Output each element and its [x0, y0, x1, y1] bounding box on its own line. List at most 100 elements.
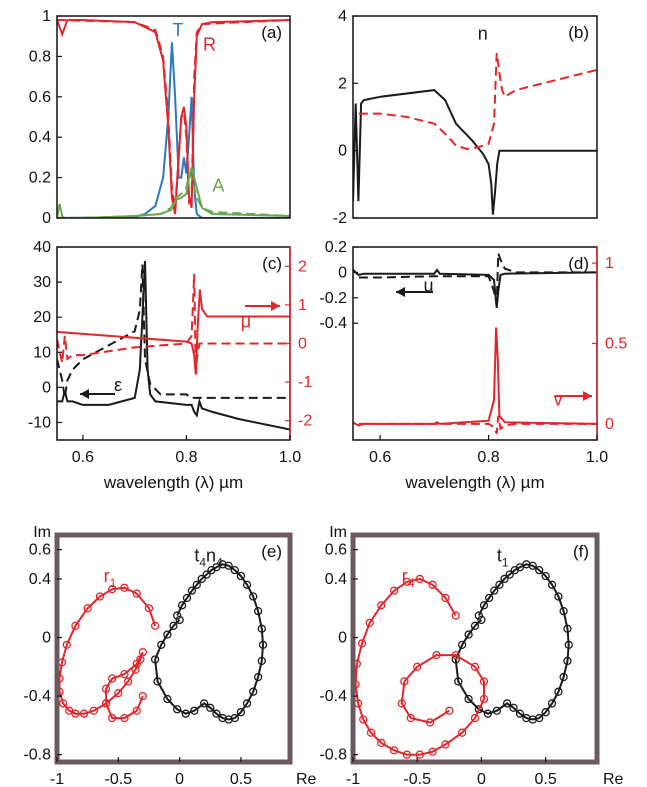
panel-label: (a) — [261, 23, 282, 42]
data-point-r1 — [120, 713, 129, 723]
panel-a: 0 0.2 0.4 0.6 0.8 1 (a) TR A — [29, 8, 291, 227]
data-point-t1 — [474, 705, 484, 714]
series-label: t1 — [497, 545, 509, 569]
data-point-t1 — [474, 611, 484, 620]
label-subscript: 1 — [110, 576, 117, 590]
y-tick-label: 0.6 — [29, 89, 51, 106]
y-tick-label: -0.4 — [319, 315, 347, 332]
data-point-t1 — [541, 708, 550, 717]
data-point-t1 — [559, 607, 568, 616]
data-point-t4n4 — [257, 656, 266, 666]
data-point-t4n4 — [206, 703, 215, 712]
series-label: n — [478, 24, 488, 44]
x-axis-name: Re — [296, 771, 317, 787]
data-point-t1 — [547, 580, 557, 589]
arrow-epsilon-head — [80, 389, 89, 399]
data-point-r4 — [451, 650, 460, 660]
data-point-t4n4 — [187, 586, 197, 595]
series-line-red-dash-3 — [57, 273, 290, 375]
data-point-r1 — [120, 669, 129, 679]
y-right-tick-label: -2 — [298, 413, 312, 430]
data-point-t4n4 — [197, 574, 206, 584]
data-point-t4n4 — [212, 709, 221, 718]
y-axis-name: Im — [33, 524, 51, 541]
y-tick-label: 0 — [42, 379, 51, 396]
data-point-t4n4 — [169, 621, 178, 630]
panel-label: (d) — [568, 254, 589, 273]
data-point-r1 — [101, 699, 111, 708]
data-point-r1 — [131, 665, 140, 674]
y-tick-label: 30 — [33, 274, 51, 291]
y-tick-label: -0.8 — [319, 747, 347, 764]
data-point-r4 — [441, 740, 450, 749]
data-point-r1 — [132, 589, 141, 598]
y-right-tick-label: -1 — [298, 374, 312, 391]
data-point-r1 — [144, 604, 154, 613]
y-right-tick-label: 0 — [298, 336, 307, 353]
panel-f: -0.8 -0.4 0 0.4 0.6 -1 -0.5 0 0.5 Re Im (f) t1 r4 — [319, 524, 623, 787]
data-point-r1 — [114, 689, 123, 698]
data-point-t1 — [563, 624, 572, 633]
data-point-r4 — [458, 728, 467, 737]
series-line-black-dash-1 — [57, 264, 290, 399]
data-point-t4n4 — [163, 694, 172, 704]
data-point-t4n4 — [153, 677, 162, 686]
data-point-t1 — [464, 630, 473, 639]
y-tick-label: 4 — [338, 8, 347, 25]
data-point-r4 — [445, 706, 454, 715]
series-label: v — [554, 390, 563, 410]
data-point-r1 — [62, 640, 71, 649]
data-point-t4n4 — [258, 640, 268, 649]
series-line-green-dash-4 — [57, 170, 290, 218]
data-point-t1 — [470, 621, 480, 630]
data-point-r1 — [79, 709, 89, 718]
series-line-T — [57, 42, 290, 218]
x-axis-name: Re — [603, 771, 624, 787]
data-point-t4n4 — [192, 580, 201, 589]
data-point-r4 — [470, 713, 480, 723]
panel-label: (f) — [573, 542, 589, 561]
series-label: A — [212, 176, 224, 196]
data-point-r4 — [400, 677, 409, 686]
data-point-t1 — [515, 709, 525, 718]
data-point-t4n4 — [177, 601, 187, 610]
y-right-tick-label: 1 — [298, 297, 307, 314]
data-point-r1 — [120, 583, 129, 592]
data-point-r4 — [357, 639, 367, 648]
label-subscript: 4 — [408, 576, 415, 590]
data-point-t1 — [563, 656, 572, 666]
data-point-r4 — [415, 750, 424, 759]
plot-frame — [350, 532, 600, 765]
plot-frame — [56, 15, 291, 219]
y-tick-label: 0 — [338, 264, 347, 281]
arrow-v-head — [583, 391, 592, 401]
series-line-R — [57, 19, 290, 215]
series-line-red-dash-1 — [353, 52, 597, 151]
data-point-t1 — [454, 677, 463, 686]
x-tick-label: 1.0 — [279, 449, 301, 466]
data-point-r4 — [425, 718, 435, 727]
y-tick-label: 0.6 — [29, 542, 51, 559]
data-point-t1 — [541, 571, 550, 581]
y-axis-name: Im — [329, 524, 347, 541]
y-right-tick-label: 1 — [605, 255, 614, 272]
data-point-t4n4 — [150, 655, 160, 664]
data-point-t4n4 — [242, 580, 252, 589]
data-point-r4 — [365, 618, 374, 628]
data-point-r1 — [150, 621, 160, 630]
x-tick-label: -1 — [50, 771, 64, 787]
panel-label: (e) — [261, 542, 282, 561]
label-subscript: 4 — [216, 555, 223, 569]
data-point-r1 — [108, 674, 117, 683]
data-point-t1 — [490, 586, 499, 595]
data-point-r1 — [132, 659, 141, 669]
data-point-r1 — [132, 706, 141, 715]
series-group — [353, 252, 597, 434]
x-tick-label: -1 — [346, 771, 360, 787]
x-tick-label: 0.8 — [477, 449, 499, 466]
data-point-t4n4 — [249, 687, 258, 696]
x-tick-label: 0 — [175, 771, 184, 787]
series-line-red-dash-3 — [353, 415, 597, 434]
y-tick-label: 0.6 — [325, 542, 347, 559]
